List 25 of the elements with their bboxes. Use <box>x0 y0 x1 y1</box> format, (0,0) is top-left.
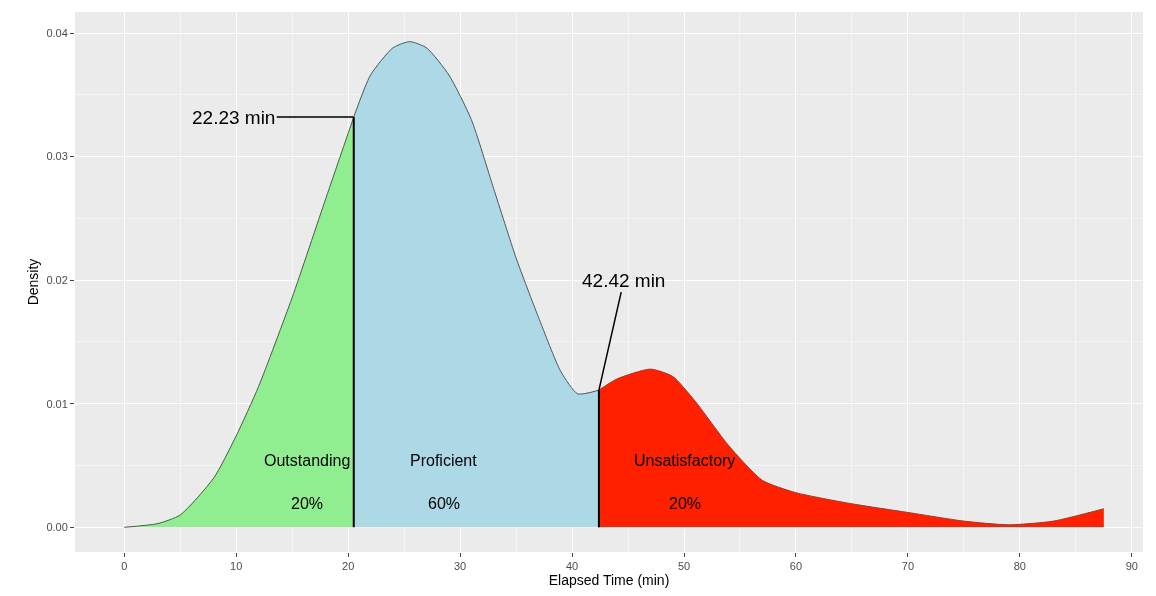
y-tick-label: 0.02 <box>46 274 68 286</box>
annotation: 60% <box>428 495 461 512</box>
x-tick-label: 70 <box>901 560 915 573</box>
x-tick-label: 40 <box>565 560 579 573</box>
x-tick-label: 0 <box>121 560 128 573</box>
series-label: Unsatisfactory <box>634 452 736 469</box>
x-tick-label: 30 <box>453 560 467 573</box>
y-tick-label: 0.04 <box>46 26 68 39</box>
x-axis-title: Elapsed Time (min) <box>548 572 670 589</box>
y-tick-label: 0.03 <box>46 150 68 163</box>
x-tick-label: 10 <box>230 560 243 573</box>
y-axis-title: Density <box>24 258 41 306</box>
series-label: Outstanding <box>264 452 351 469</box>
x-tick-label: 90 <box>1125 560 1138 573</box>
series-label: Proficient <box>410 452 478 469</box>
annotation: 20% <box>669 495 702 512</box>
annotation: 22.23 min <box>192 107 276 128</box>
x-tick-label: 20 <box>342 560 355 573</box>
x-tick-label: 50 <box>677 560 691 573</box>
y-tick-label: 0.01 <box>46 397 68 410</box>
annotation: 42.42 min <box>582 270 666 291</box>
x-tick-label: 80 <box>1013 560 1026 573</box>
annotation: 20% <box>291 495 324 512</box>
x-tick-label: 60 <box>789 560 803 573</box>
y-tick-label: 0.00 <box>46 521 68 534</box>
